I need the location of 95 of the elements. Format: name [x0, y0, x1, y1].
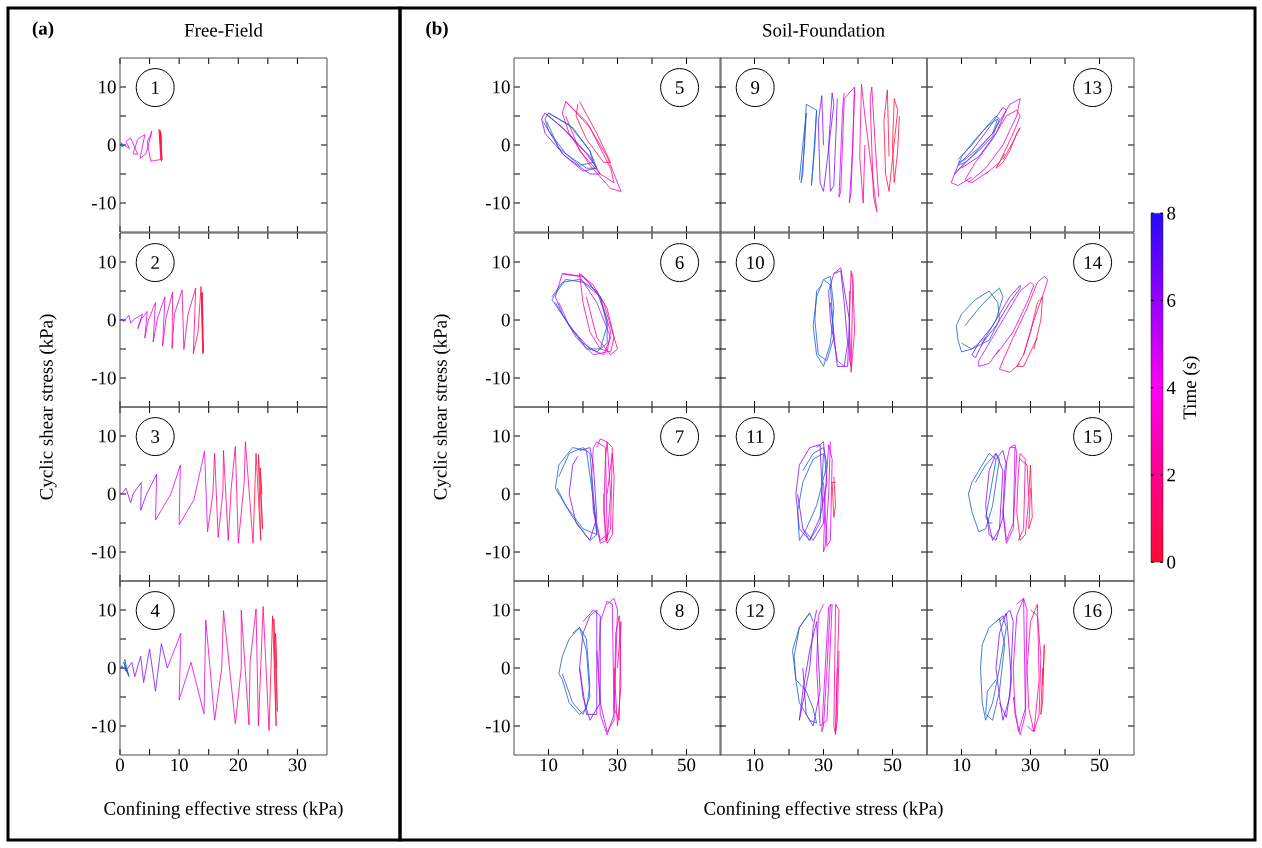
- line-series: [561, 101, 622, 192]
- y-tick-label: -10: [485, 371, 510, 385]
- chart-title: Free-Field: [184, 23, 263, 37]
- y-tick-label: 0: [501, 138, 510, 152]
- line-series: [252, 453, 263, 544]
- line-series: [579, 609, 601, 721]
- y-tick-label: 10: [99, 80, 116, 94]
- y-tick-label: -10: [485, 196, 510, 210]
- line-series: [579, 273, 618, 356]
- line-series: [162, 287, 197, 355]
- x-tick-label: 10: [540, 758, 558, 772]
- line-series: [155, 450, 208, 533]
- x-tick-label: 30: [814, 758, 833, 772]
- annotation: 12: [747, 604, 764, 617]
- annotation: 15: [1084, 430, 1102, 443]
- x-tick-label: 10: [171, 758, 188, 772]
- line-series: [120, 658, 130, 678]
- y-tick-label: 0: [107, 313, 116, 327]
- color-bar-label: 0: [1167, 555, 1176, 569]
- y-tick-label: 10: [99, 255, 116, 269]
- x-tick-label: 50: [884, 758, 902, 772]
- text: (a): [32, 21, 54, 39]
- y-axis-title: Cyclic shear stress (kPa): [39, 314, 57, 500]
- y-tick-label: 10: [493, 429, 510, 443]
- line-series: [123, 130, 162, 162]
- y-tick-label: 0: [501, 661, 510, 675]
- y-axis-title: Cyclic shear stress (kPa): [433, 314, 451, 500]
- annotation: 4: [150, 604, 160, 617]
- y-tick-label: 10: [493, 603, 510, 617]
- annotation: 16: [1084, 604, 1102, 617]
- y-tick-label: 0: [107, 487, 116, 501]
- y-tick-label: -10: [91, 719, 116, 733]
- line-series: [120, 473, 158, 511]
- annotation: 8: [675, 604, 684, 617]
- y-tick-label: 0: [501, 487, 510, 501]
- annotation: 7: [676, 430, 684, 443]
- annotation: 6: [675, 256, 684, 269]
- annotation: 9: [751, 81, 760, 94]
- y-tick-label: 10: [493, 255, 510, 269]
- line-series: [120, 314, 136, 324]
- line-series: [192, 285, 204, 355]
- y-tick-label: 10: [99, 429, 116, 443]
- annotation: 14: [1084, 256, 1102, 269]
- line-series: [558, 627, 591, 715]
- x-axis-title: Confining effective stress (kPa): [104, 801, 343, 819]
- x-tick-label: 10: [953, 758, 971, 772]
- x-tick-label: 10: [746, 758, 764, 772]
- line-series: [596, 598, 618, 736]
- line-series: [568, 447, 598, 541]
- y-tick-label: 10: [493, 80, 510, 94]
- line-series: [125, 643, 168, 692]
- line-series: [613, 615, 622, 727]
- annotation: 1: [152, 81, 159, 94]
- x-tick-label: 50: [1091, 758, 1109, 772]
- x-tick-label: 30: [1021, 758, 1040, 772]
- annotation: 10: [747, 256, 764, 269]
- line-series: [166, 619, 216, 721]
- annotation: 5: [675, 81, 684, 94]
- chart-title: Soil-Foundation: [763, 23, 885, 37]
- annotation: 3: [151, 430, 160, 443]
- y-tick-label: 10: [99, 603, 116, 617]
- x-tick-label: 20: [229, 758, 248, 772]
- y-tick-label: 0: [107, 138, 116, 152]
- line-series: [591, 438, 612, 544]
- color-bar-label: 8: [1167, 206, 1176, 220]
- annotation: 11: [747, 430, 764, 443]
- color-bar-label: 2: [1167, 468, 1175, 482]
- y-tick-label: -10: [91, 371, 116, 385]
- color-bar-label: 6: [1167, 294, 1176, 307]
- annotation: 13: [1084, 81, 1102, 94]
- y-tick-label: 0: [501, 313, 510, 327]
- color-bar-label: 4: [1166, 381, 1176, 394]
- line-series: [544, 112, 598, 169]
- y-tick-label: -10: [91, 545, 116, 559]
- line-series: [207, 441, 254, 544]
- x-tick-label: 30: [608, 758, 627, 772]
- line-series: [134, 296, 166, 347]
- y-tick-label: -10: [485, 719, 510, 733]
- y-tick-label: -10: [485, 545, 510, 559]
- y-tick-label: 0: [107, 661, 116, 675]
- line-series: [214, 606, 270, 732]
- line-series: [555, 273, 612, 356]
- line-series: [541, 112, 601, 175]
- annotation: 2: [151, 256, 159, 269]
- line-series: [551, 279, 608, 353]
- x-axis-title: Confining effective stress (kPa): [704, 801, 943, 819]
- line-series: [575, 101, 612, 163]
- x-tick-label: 50: [678, 758, 696, 772]
- line-series: [555, 447, 598, 541]
- line-series: [158, 128, 163, 162]
- x-tick-label: 30: [288, 758, 307, 772]
- color-bar-title: Time (s): [1182, 356, 1200, 420]
- text: (b): [426, 21, 448, 39]
- line-series: [603, 441, 615, 544]
- y-tick-label: -10: [91, 196, 116, 210]
